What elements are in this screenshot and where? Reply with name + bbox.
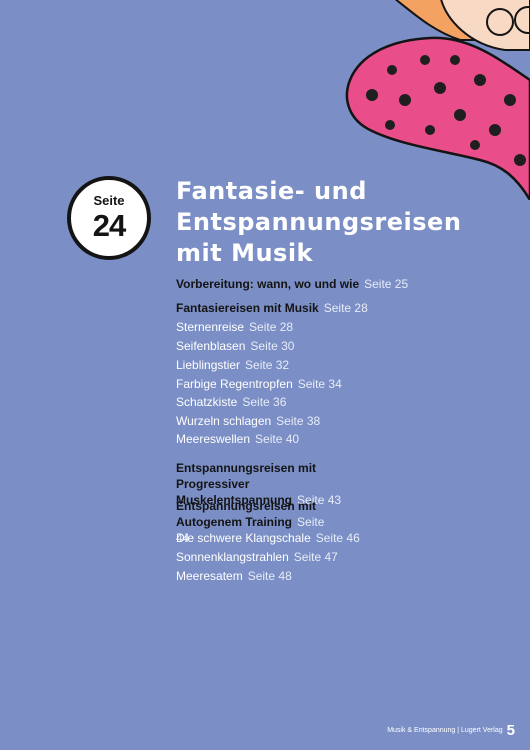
toc-entry-title: Seifenblasen — [176, 339, 246, 353]
girl-illustration — [345, 0, 530, 200]
toc-entry: Lieblingstier Seite 32 — [176, 357, 289, 373]
toc-entry-page: Seite 36 — [242, 395, 287, 409]
toc-entry-page: Seite 44 — [176, 515, 325, 545]
toc-entry: Sonnenklangstrahlen Seite 47 — [176, 549, 338, 565]
toc-entry-page: Seite 48 — [247, 569, 292, 583]
chapter-title: Fantasie- und Entspannungsreisen mit Mus… — [176, 176, 506, 269]
toc-entry-title: Sternenreise — [176, 320, 245, 334]
toc-entry-page: Seite 47 — [293, 550, 338, 564]
toc-entry-title: Meereswellen — [176, 432, 251, 446]
footer-page-number: 5 — [506, 722, 515, 739]
toc-entry-title: Schatzkiste — [176, 395, 238, 409]
toc-entry-page: Seite 25 — [364, 277, 409, 291]
page-footer: Musik & Entspannung | Lugert Verlag 5 — [387, 722, 515, 739]
toc-entry-page: Seite 30 — [250, 339, 295, 353]
toc-entry-title: Meeresatem — [176, 569, 243, 583]
toc-entry: Entspannungsreisen mit Progressiver Musk… — [176, 460, 386, 508]
toc-entry: Meeresatem Seite 48 — [176, 568, 292, 584]
toc-entry-title: Sonnenklangstrahlen — [176, 550, 289, 564]
toc-entry-page: Seite 28 — [249, 320, 294, 334]
toc-entry-title: Vorbereitung: wann, wo und wie — [176, 277, 360, 291]
badge-page-number: 24 — [92, 208, 126, 243]
toc-entry-page: Seite 40 — [255, 432, 300, 446]
toc-entry-page: Seite 46 — [315, 531, 360, 545]
title-line: Fantasie- und — [176, 177, 367, 205]
page-badge: Seite 24 — [67, 176, 151, 260]
toc-entry: Wurzeln schlagen Seite 38 — [176, 413, 320, 429]
toc-entry: Farbige Regentropfen Seite 34 — [176, 376, 342, 392]
toc-entry-title: Farbige Regentropfen — [176, 377, 293, 391]
toc-entry-title: Wurzeln schlagen — [176, 414, 272, 428]
toc-entry-title: Entspannungsreisen mit Progressiver Musk… — [176, 461, 317, 507]
toc-entry: Schatzkiste Seite 36 — [176, 394, 286, 410]
title-line: Entspannungsreisen — [176, 208, 462, 236]
toc-entry-page: Seite 38 — [276, 414, 321, 428]
toc-entry-page: Seite 34 — [297, 377, 342, 391]
toc-entry: Fantasiereisen mit Musik Seite 28 — [176, 300, 368, 316]
toc-entry-page: Seite 28 — [323, 301, 368, 315]
toc-entry-title: Lieblingstier — [176, 358, 241, 372]
toc-entry-page: Seite 43 — [297, 493, 342, 507]
toc-entry: Seifenblasen Seite 30 — [176, 338, 294, 354]
footer-publisher: Musik & Entspannung | Lugert Verlag — [387, 727, 503, 734]
toc-entry-page: Seite 32 — [245, 358, 290, 372]
toc-entry-title: Die schwere Klangschale — [176, 531, 311, 545]
badge-label: Seite — [93, 193, 125, 208]
toc-entry: Meereswellen Seite 40 — [176, 431, 299, 447]
toc-entry: Entspannungsreisen mit Autogenem Trainin… — [176, 498, 326, 546]
toc-entry: Sternenreise Seite 28 — [176, 319, 293, 335]
toc-entry-title: Entspannungsreisen mit Autogenem Trainin… — [176, 499, 317, 529]
title-line: mit Musik — [176, 239, 314, 267]
toc-entry-title: Fantasiereisen mit Musik — [176, 301, 319, 315]
toc-entry: Die schwere Klangschale Seite 46 — [176, 530, 360, 546]
toc-entry: Vorbereitung: wann, wo und wie Seite 25 — [176, 276, 408, 292]
